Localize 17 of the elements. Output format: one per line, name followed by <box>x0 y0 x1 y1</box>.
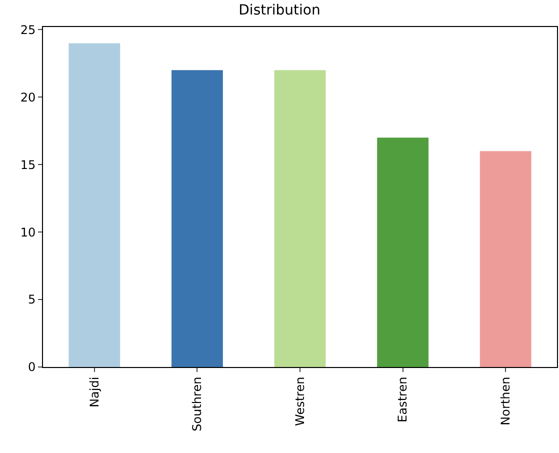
chart-title: Distribution <box>238 2 320 18</box>
bar <box>480 151 532 367</box>
x-tick-label: Northen <box>498 376 512 426</box>
bar <box>68 43 120 367</box>
x-tick-label: Najdi <box>87 376 102 408</box>
x-tick-label: Westren <box>292 376 307 426</box>
y-tick-label: 20 <box>20 90 36 104</box>
bar <box>377 138 428 367</box>
y-tick-label: 10 <box>20 225 36 240</box>
bar <box>274 70 326 367</box>
x-tick-label: Eastren <box>396 376 410 422</box>
bar <box>172 70 223 367</box>
x-tick-label: Southren <box>190 376 204 432</box>
y-tick-label: 15 <box>20 158 36 172</box>
y-tick-label: 5 <box>28 292 36 307</box>
y-tick-label: 25 <box>20 22 36 37</box>
y-tick-label: 0 <box>28 360 36 374</box>
